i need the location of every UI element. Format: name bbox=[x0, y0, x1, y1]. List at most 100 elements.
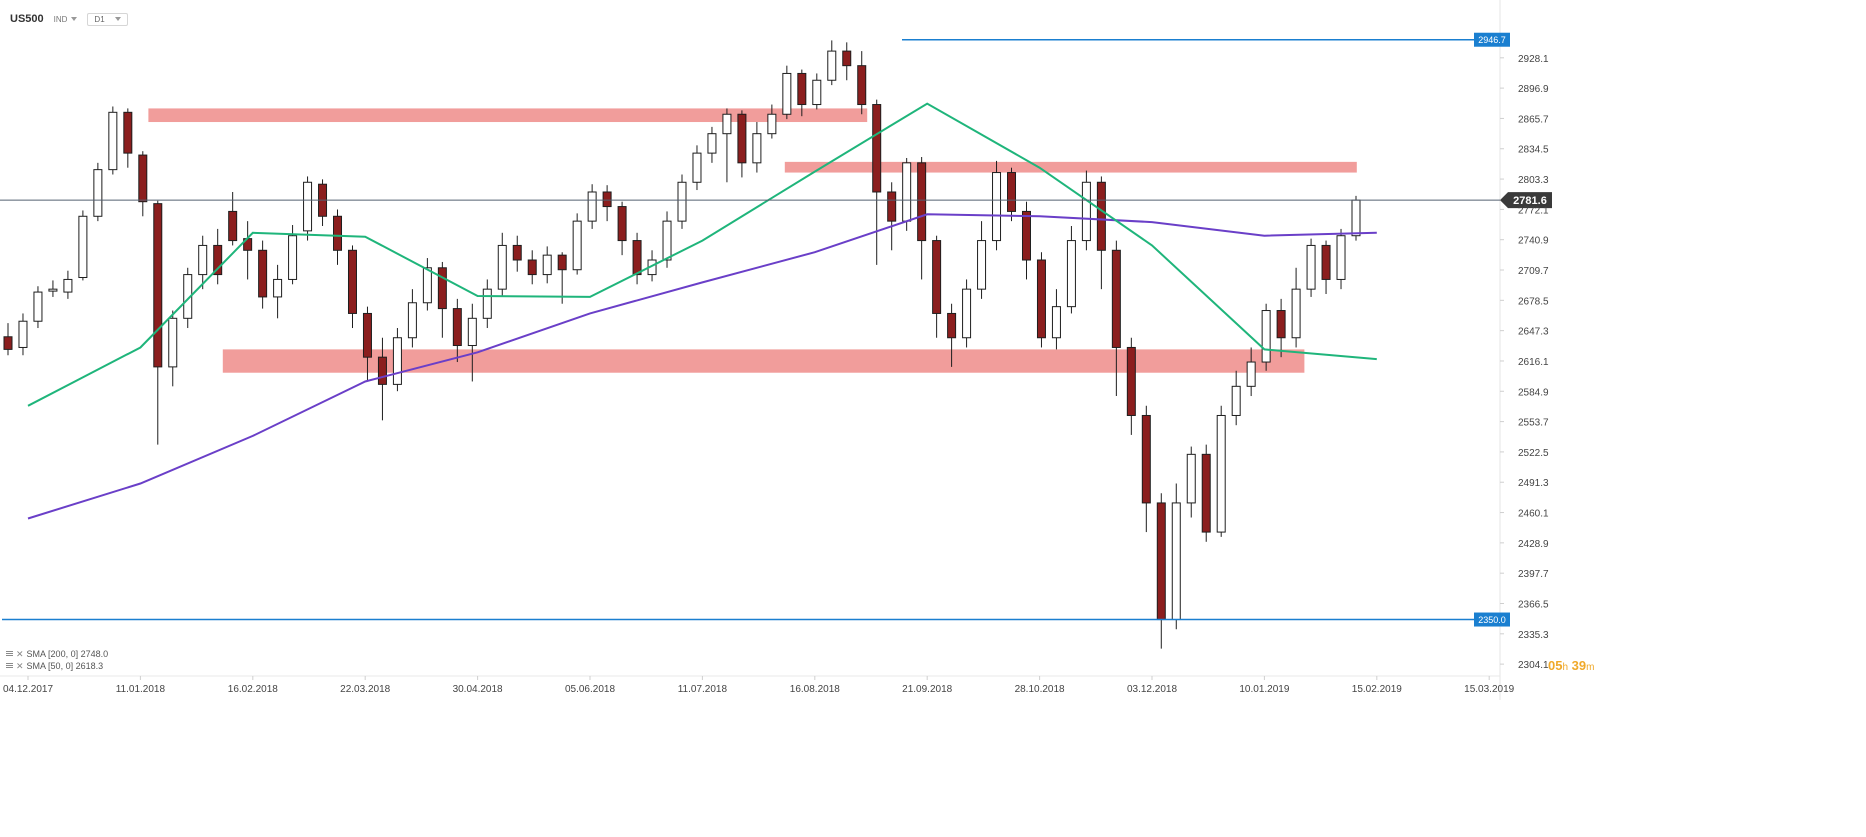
zone-rect bbox=[784, 161, 1357, 173]
chart-grid bbox=[0, 0, 1501, 700]
candle-body bbox=[1261, 310, 1271, 363]
candle-body bbox=[797, 72, 807, 106]
candle-body bbox=[1246, 361, 1256, 387]
candle-body bbox=[1291, 288, 1301, 339]
candle-body bbox=[587, 191, 597, 222]
candle-body bbox=[1126, 346, 1136, 416]
candle-body bbox=[542, 254, 552, 276]
x-tick-label: 03.12.2018 bbox=[1127, 684, 1177, 695]
candle-body bbox=[347, 249, 357, 314]
y-tick-label: 2647.3 bbox=[1518, 327, 1549, 338]
y-tick-label: 2553.7 bbox=[1518, 418, 1549, 429]
level-badge-label: 2946.7 bbox=[1478, 35, 1506, 45]
y-tick-label: 2397.7 bbox=[1518, 569, 1549, 580]
candle-body bbox=[273, 278, 283, 298]
indicator-legend: ✕ SMA [200, 0] 2748.0 ✕ SMA [50, 0] 2618… bbox=[6, 648, 108, 672]
candlestick-series bbox=[3, 40, 1361, 649]
candle-body bbox=[572, 220, 582, 271]
level-badge-label: 2350.0 bbox=[1478, 615, 1506, 625]
candle-body bbox=[303, 181, 313, 232]
candle-body bbox=[1111, 249, 1121, 348]
candle-body bbox=[452, 308, 462, 347]
y-tick-label: 2928.1 bbox=[1518, 54, 1549, 65]
candle-body bbox=[722, 113, 732, 135]
y-tick-label: 2335.3 bbox=[1518, 630, 1549, 641]
zone-rect bbox=[148, 108, 868, 123]
candle-body bbox=[737, 113, 747, 164]
candle-body bbox=[213, 244, 223, 276]
candle-body bbox=[1141, 414, 1151, 504]
x-tick-label: 21.09.2018 bbox=[902, 684, 952, 695]
chart-header: US500 IND D1 bbox=[10, 10, 128, 28]
candle-body bbox=[827, 50, 837, 81]
timeframe-dropdown[interactable]: D1 bbox=[87, 12, 128, 26]
candle-body bbox=[527, 259, 537, 276]
settings-icon[interactable] bbox=[6, 663, 13, 669]
candle-body bbox=[512, 244, 522, 261]
candle-body bbox=[422, 267, 432, 304]
chevron-down-icon bbox=[114, 17, 121, 21]
candle-body bbox=[962, 288, 972, 339]
candle-body bbox=[1051, 306, 1061, 339]
current-price-badge bbox=[1500, 192, 1552, 209]
candle-body bbox=[947, 312, 957, 339]
y-tick-label: 2491.3 bbox=[1518, 478, 1549, 489]
candle-body bbox=[362, 312, 372, 358]
timeframe-label: D1 bbox=[94, 14, 105, 24]
symbol-label[interactable]: US500 bbox=[10, 13, 44, 25]
candle-body bbox=[782, 72, 792, 115]
candle-body bbox=[812, 79, 822, 106]
time-axis: 04.12.2017 11.01.2018 16.02.2018 22.03.2018… bbox=[3, 676, 1515, 695]
candle-body bbox=[1021, 210, 1031, 261]
x-tick-label: 30.04.2018 bbox=[453, 684, 503, 695]
candle-body bbox=[482, 288, 492, 319]
candle-body bbox=[78, 215, 88, 278]
candle-body bbox=[617, 206, 627, 242]
candle-body bbox=[437, 267, 447, 310]
level-badge bbox=[1474, 612, 1510, 627]
horizontal-level-lines: 2946.7 2350.0 2781.6 bbox=[0, 32, 1552, 627]
candle-body bbox=[18, 320, 28, 348]
x-tick-label: 10.01.2019 bbox=[1239, 684, 1289, 695]
settings-icon[interactable] bbox=[6, 651, 13, 657]
close-icon[interactable]: ✕ bbox=[16, 661, 24, 671]
x-tick-label: 11.01.2018 bbox=[116, 684, 166, 695]
timer-h-unit: h bbox=[1562, 662, 1569, 673]
candle-body bbox=[3, 336, 13, 350]
candle-body bbox=[48, 288, 58, 292]
candle-body bbox=[1306, 244, 1316, 290]
candle-body bbox=[153, 203, 163, 368]
candle-body bbox=[1336, 235, 1346, 280]
candle-body bbox=[1321, 244, 1331, 280]
moving-average-lines bbox=[27, 102, 1377, 520]
candle-body bbox=[33, 291, 43, 322]
candle-body bbox=[1201, 453, 1211, 533]
y-tick-label: 2304.1 bbox=[1518, 660, 1549, 671]
candle-body bbox=[842, 50, 852, 67]
x-tick-label: 11.07.2018 bbox=[678, 684, 728, 695]
candle-body bbox=[1276, 310, 1286, 339]
x-tick-label: 15.03.2019 bbox=[1464, 684, 1514, 695]
market-dropdown[interactable]: IND bbox=[54, 15, 78, 24]
candle-body bbox=[377, 356, 387, 385]
candle-body bbox=[228, 210, 238, 242]
y-tick-label: 2522.5 bbox=[1518, 448, 1549, 459]
candle-body bbox=[258, 249, 268, 298]
candle-body bbox=[872, 104, 882, 193]
candle-body bbox=[917, 162, 927, 242]
y-tick-label: 2428.9 bbox=[1518, 539, 1549, 550]
candle-body bbox=[767, 113, 777, 135]
x-tick-label: 22.03.2018 bbox=[340, 684, 390, 695]
close-icon[interactable]: ✕ bbox=[16, 649, 24, 659]
candle-body bbox=[108, 111, 118, 171]
candle-body bbox=[407, 302, 417, 339]
sma-line bbox=[27, 102, 1377, 407]
candle-body bbox=[1231, 385, 1241, 416]
y-tick-label: 2584.9 bbox=[1518, 387, 1549, 398]
candle-body bbox=[138, 154, 148, 203]
y-tick-label: 2709.7 bbox=[1518, 266, 1549, 277]
candle-body bbox=[1036, 259, 1046, 339]
candle-body bbox=[752, 133, 762, 164]
chevron-down-icon bbox=[71, 17, 78, 21]
